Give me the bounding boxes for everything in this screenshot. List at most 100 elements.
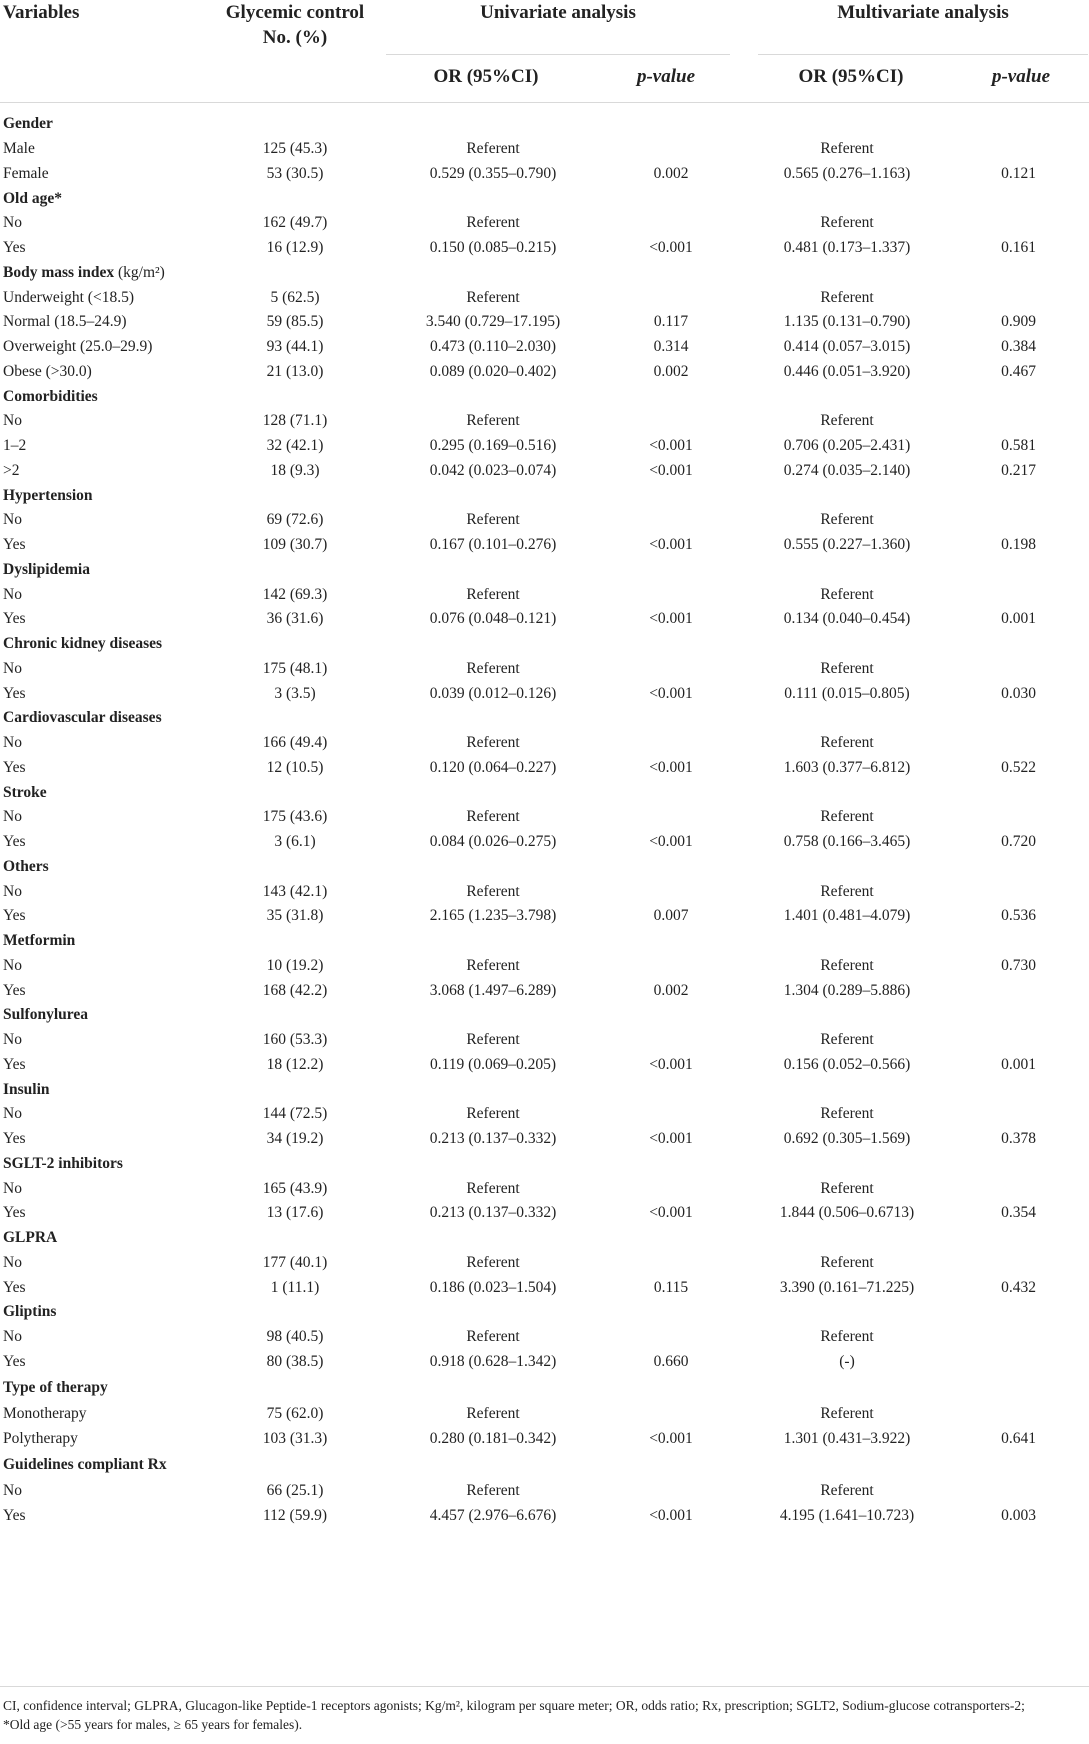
table-row: Yes 168 (42.2) 3.068 (1.497–6.289) 0.002 1.3… (0, 978, 1089, 1003)
table-row: Female 53 (30.5) 0.529 (0.355–0.790) 0.002 0… (0, 162, 1089, 187)
univariate-or-cell: Referent (466, 956, 520, 974)
glycemic-count-cell (200, 186, 390, 211)
univariate-p-cell (596, 879, 746, 904)
variable-cell: Yes (3, 1278, 26, 1296)
multivariate-or-cell (746, 706, 948, 731)
multivariate-or-cell: Referent (820, 1328, 874, 1346)
univariate-or-cell (390, 558, 596, 583)
variable-unit: (kg/m²) (118, 263, 165, 281)
multivariate-p-cell (948, 558, 1089, 583)
multivariate-p-cell (948, 1325, 1089, 1350)
multivariate-p-cell (948, 706, 1089, 731)
multivariate-p-cell: 0.432 (1001, 1278, 1036, 1296)
multivariate-p-cell (948, 978, 1089, 1003)
variable-cell: Polytherapy (3, 1430, 78, 1448)
univariate-or-cell: 0.042 (0.023–0.074) (429, 461, 557, 479)
multivariate-p-cell (948, 1226, 1089, 1251)
univariate-or-cell: 0.076 (0.048–0.121) (429, 610, 557, 628)
univariate-p-cell (596, 558, 746, 583)
univariate-p-cell (596, 1452, 746, 1478)
variable-cell: Others (3, 857, 49, 875)
univariate-or-cell: Referent (466, 1179, 520, 1197)
glycemic-count-cell: 98 (40.5) (266, 1328, 324, 1346)
variable-cell: >2 (3, 461, 20, 479)
multivariate-p-cell: 0.378 (1001, 1130, 1036, 1148)
table-row: Yes 36 (31.6) 0.076 (0.048–0.121) <0.001 0.1… (0, 607, 1089, 632)
multivariate-or-cell: Referent (820, 734, 874, 752)
glycemic-count-cell (200, 558, 390, 583)
section-row: Gliptins (0, 1300, 1089, 1325)
multivariate-p-cell (948, 1401, 1089, 1427)
multivariate-p-cell (948, 1251, 1089, 1276)
table-row: Yes 3 (6.1) 0.084 (0.026–0.275) <0.001 0.758… (0, 830, 1089, 855)
multivariate-p-cell (948, 137, 1089, 162)
table-row: Yes 18 (12.2) 0.119 (0.069–0.205) <0.001 0.1… (0, 1053, 1089, 1078)
univariate-or-cell: 0.084 (0.026–0.275) (429, 833, 557, 851)
section-row: Sulfonylurea (0, 1003, 1089, 1028)
multivariate-or-cell: 0.156 (0.052–0.566) (783, 1055, 911, 1073)
table-row: No 166 (49.4) Referent Referent (0, 731, 1089, 756)
glycemic-count-cell: 142 (69.3) (262, 585, 328, 603)
multivariate-p-cell (948, 1077, 1089, 1102)
table-row: Polytherapy 103 (31.3) 0.280 (0.181–0.342)… (0, 1427, 1089, 1453)
variable-cell: GLPRA (3, 1229, 58, 1247)
multivariate-p-cell: 0.730 (1001, 956, 1036, 974)
multivariate-or-cell (746, 384, 948, 409)
glycemic-count-cell (200, 1003, 390, 1028)
multivariate-or-cell (746, 855, 948, 880)
table-row: Monotherapy 75 (62.0) Referent Referent (0, 1401, 1089, 1427)
univariate-or-cell (390, 384, 596, 409)
variable-cell: Underweight (<18.5) (3, 288, 134, 306)
glycemic-count-cell: 36 (31.6) (266, 610, 324, 628)
section-row: Insulin (0, 1077, 1089, 1102)
glycemic-count-cell: 3 (6.1) (274, 833, 316, 851)
glycemic-count-cell: 144 (72.5) (262, 1105, 328, 1123)
table-row: No 128 (71.1) Referent Referent (0, 409, 1089, 434)
multivariate-or-cell (746, 483, 948, 508)
glycemic-count-cell: 109 (30.7) (262, 536, 328, 554)
table-row: Normal (18.5–24.9) 59 (85.5) 3.540 (0.729–… (0, 310, 1089, 335)
univariate-or-cell (390, 186, 596, 211)
univariate-p-cell (596, 1102, 746, 1127)
glycemic-count-cell (200, 1152, 390, 1177)
glycemic-count-cell: 112 (59.9) (263, 1507, 327, 1525)
multivariate-p-cell (948, 1300, 1089, 1325)
multivariate-or-cell (746, 112, 948, 137)
univariate-p-cell (596, 731, 746, 756)
glycemic-count-cell: 175 (43.6) (262, 808, 328, 826)
multivariate-or-cell: 0.565 (0.276–1.163) (783, 164, 911, 182)
univariate-or-cell (390, 1226, 596, 1251)
glycemic-count-cell: 59 (85.5) (266, 313, 324, 331)
multivariate-p-cell: 0.217 (1001, 461, 1036, 479)
multivariate-p-cell: 0.522 (1001, 758, 1036, 776)
multivariate-or-cell: 0.111 (0.015–0.805) (784, 684, 910, 702)
glycemic-count-cell: 16 (12.9) (266, 239, 324, 257)
univariate-or-cell: Referent (466, 140, 520, 158)
variable-cell: No (3, 734, 22, 752)
glycemic-count-cell: 35 (31.8) (266, 907, 324, 925)
univariate-p-cell (596, 855, 746, 880)
section-row: Body mass index (kg/m²) (0, 261, 1089, 286)
variable-cell: No (3, 1481, 22, 1499)
multivariate-or-cell (746, 1300, 948, 1325)
glycemic-count-cell (200, 1375, 390, 1401)
variable-cell: No (3, 882, 22, 900)
glycemic-count-cell: 128 (71.1) (262, 412, 328, 430)
table-row: No 175 (48.1) Referent Referent (0, 657, 1089, 682)
table-row: Male 125 (45.3) Referent Referent (0, 137, 1089, 162)
multivariate-p-cell (948, 211, 1089, 236)
multivariate-or-cell: Referent (820, 1481, 874, 1499)
univariate-or-cell: Referent (466, 1105, 520, 1123)
section-row: Gender (0, 112, 1089, 137)
multivariate-or-cell (746, 558, 948, 583)
glycemic-count-cell (200, 1226, 390, 1251)
variable-cell: Yes (3, 907, 26, 925)
glycemic-count-cell: 75 (62.0) (266, 1404, 324, 1422)
univariate-p-cell (596, 112, 746, 137)
section-row: Type of therapy (0, 1375, 1089, 1401)
table-row: No 162 (49.7) Referent Referent (0, 211, 1089, 236)
glycemic-count-cell: 168 (42.2) (262, 981, 328, 999)
variable-cell: Yes (3, 536, 26, 554)
multivariate-or-cell: 0.134 (0.040–0.454) (783, 610, 911, 628)
univariate-or-cell: Referent (466, 1253, 520, 1271)
